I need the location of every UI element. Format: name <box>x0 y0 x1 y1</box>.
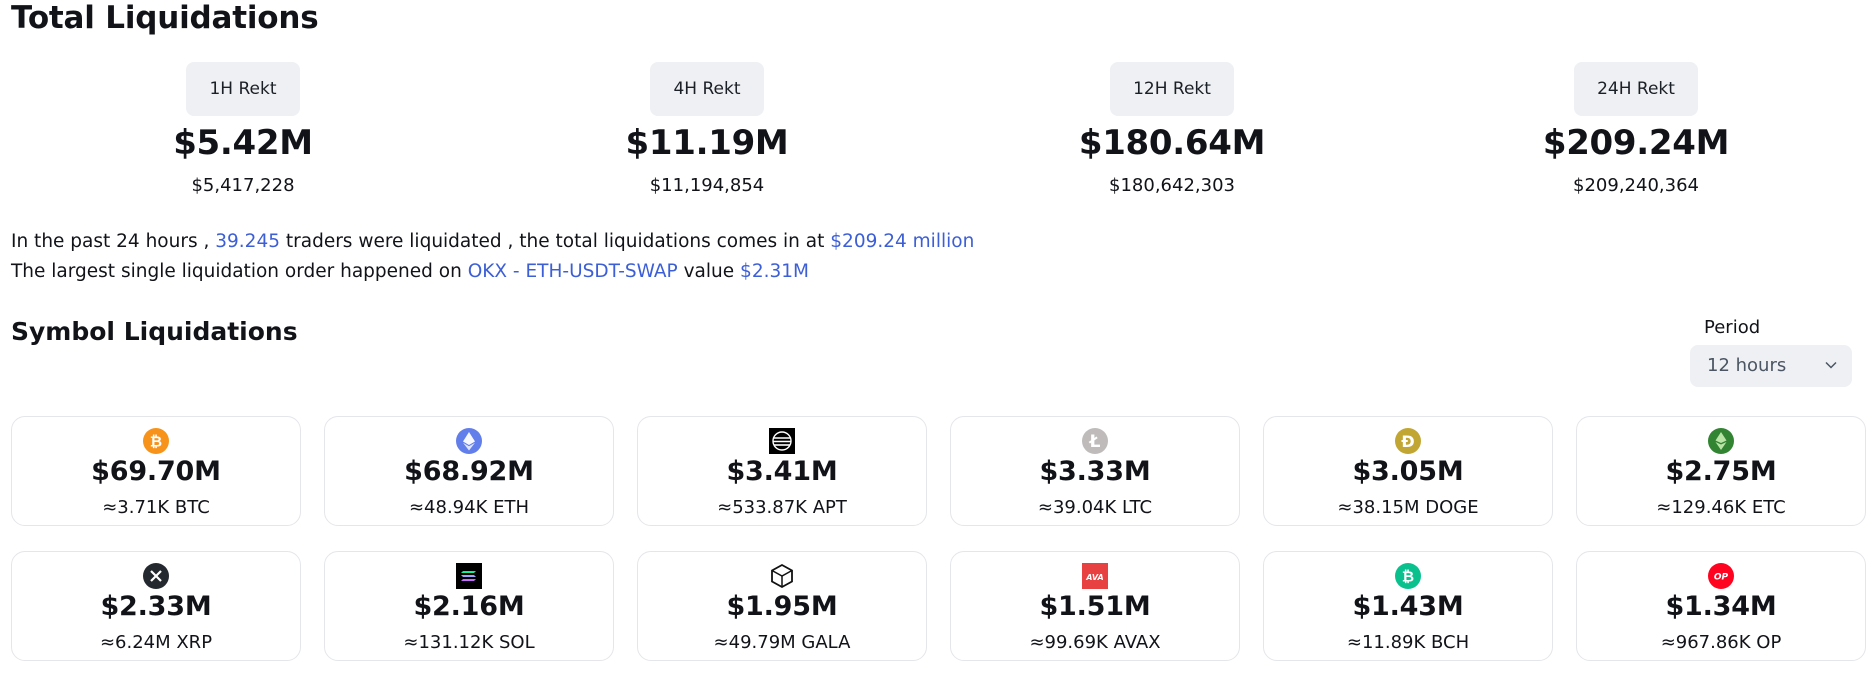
svg-text:Ð: Ð <box>1401 432 1414 451</box>
largest-order-link[interactable]: OKX - ETH-USDT-SWAP <box>467 261 678 282</box>
symbol-quantity: ≈129.46K ETC <box>1656 497 1786 518</box>
symbol-card[interactable]: Ł $3.33M ≈39.04K LTC <box>950 416 1240 526</box>
rekt-24h-exact: $209,240,364 <box>1573 175 1699 196</box>
summary-line-2: The largest single liquidation order hap… <box>11 257 974 287</box>
section-title: Symbol Liquidations <box>11 317 298 346</box>
rekt-1h-value: $5.42M <box>173 123 313 163</box>
symbol-quantity: ≈99.69K AVAX <box>1029 632 1161 653</box>
rekt-12h-exact: $180,642,303 <box>1109 175 1235 196</box>
rekt-24h-tab[interactable]: 24H Rekt <box>1574 62 1698 116</box>
symbol-card[interactable]: ₿ $69.70M ≈3.71K BTC <box>11 416 301 526</box>
page-title: Total Liquidations <box>11 0 319 36</box>
eth-icon <box>456 428 482 454</box>
btc-icon: ₿ <box>143 428 169 454</box>
svg-text:Ł: Ł <box>1089 432 1101 452</box>
period-value: 12 hours <box>1707 355 1787 376</box>
symbol-amount: $1.95M <box>726 591 838 622</box>
svg-text:OP: OP <box>1714 573 1729 583</box>
bch-icon: ₿ <box>1395 563 1421 589</box>
symbol-amount: $2.75M <box>1665 456 1777 487</box>
symbol-amount: $1.34M <box>1665 591 1777 622</box>
summary-line-1: In the past 24 hours , 39.245 traders we… <box>11 227 974 257</box>
apt-icon <box>769 428 795 454</box>
doge-icon: Ð <box>1395 428 1421 454</box>
symbol-amount: $3.05M <box>1352 456 1464 487</box>
summary-text: value <box>683 261 735 282</box>
rekt-24h-value: $209.24M <box>1542 123 1730 163</box>
symbol-quantity: ≈3.71K BTC <box>102 497 210 518</box>
symbol-quantity: ≈6.24M XRP <box>99 632 213 653</box>
rekt-1h: 1H Rekt $5.42M $5,417,228 <box>93 62 393 196</box>
symbol-quantity: ≈38.15M DOGE <box>1337 497 1479 518</box>
rekt-1h-exact: $5,417,228 <box>191 175 295 196</box>
symbol-quantity: ≈131.12K SOL <box>403 632 535 653</box>
symbol-quantity: ≈533.87K APT <box>717 497 847 518</box>
symbol-card[interactable]: Ð $3.05M ≈38.15M DOGE <box>1263 416 1553 526</box>
symbol-card[interactable]: ₿ $1.43M ≈11.89K BCH <box>1263 551 1553 661</box>
gala-icon <box>769 563 795 589</box>
traders-count: 39.245 <box>215 231 280 252</box>
etc-icon <box>1708 428 1734 454</box>
symbol-card[interactable]: $68.92M ≈48.94K ETH <box>324 416 614 526</box>
symbol-amount: $1.43M <box>1352 591 1464 622</box>
symbol-quantity: ≈967.86K OP <box>1660 632 1782 653</box>
symbol-quantity: ≈11.89K BCH <box>1346 632 1470 653</box>
chevron-down-icon <box>1825 361 1837 369</box>
symbol-amount: $2.16M <box>413 591 525 622</box>
xrp-icon <box>143 563 169 589</box>
liquidation-summary: In the past 24 hours , 39.245 traders we… <box>11 227 974 287</box>
rekt-4h-tab[interactable]: 4H Rekt <box>650 62 764 116</box>
op-icon: OP <box>1708 563 1734 589</box>
symbol-card[interactable]: AVA $1.51M ≈99.69K AVAX <box>950 551 1240 661</box>
symbol-quantity: ≈48.94K ETH <box>408 497 530 518</box>
rekt-4h-exact: $11,194,854 <box>649 175 765 196</box>
symbol-card[interactable]: $2.33M ≈6.24M XRP <box>11 551 301 661</box>
symbol-card[interactable]: $3.41M ≈533.87K APT <box>637 416 927 526</box>
period-label: Period <box>1704 317 1761 338</box>
rekt-24h: 24H Rekt $209.24M $209,240,364 <box>1486 62 1786 196</box>
total-liquidations: $209.24 million <box>830 231 975 252</box>
largest-order-value: $2.31M <box>740 261 809 282</box>
symbol-card[interactable]: $1.95M ≈49.79M GALA <box>637 551 927 661</box>
rekt-4h: 4H Rekt $11.19M $11,194,854 <box>557 62 857 196</box>
symbol-amount: $3.33M <box>1039 456 1151 487</box>
symbol-quantity: ≈39.04K LTC <box>1037 497 1153 518</box>
summary-text: traders were liquidated , the total liqu… <box>285 231 825 252</box>
summary-text: The largest single liquidation order hap… <box>11 261 462 282</box>
rekt-12h: 12H Rekt $180.64M $180,642,303 <box>1022 62 1322 196</box>
svg-text:₿: ₿ <box>1402 568 1414 586</box>
symbol-quantity: ≈49.79M GALA <box>713 632 851 653</box>
svg-text:AVA: AVA <box>1085 573 1104 582</box>
svg-text:₿: ₿ <box>150 433 162 451</box>
symbol-card[interactable]: $2.75M ≈129.46K ETC <box>1576 416 1866 526</box>
symbol-card[interactable]: $2.16M ≈131.12K SOL <box>324 551 614 661</box>
avax-icon: AVA <box>1082 563 1108 589</box>
symbol-amount: $69.70M <box>91 456 221 487</box>
period-select[interactable]: 12 hours <box>1690 345 1852 387</box>
sol-icon <box>456 563 482 589</box>
symbol-amount: $1.51M <box>1039 591 1151 622</box>
rekt-12h-value: $180.64M <box>1078 123 1266 163</box>
rekt-1h-tab[interactable]: 1H Rekt <box>186 62 300 116</box>
symbol-amount: $3.41M <box>726 456 838 487</box>
ltc-icon: Ł <box>1082 428 1108 454</box>
symbol-amount: $68.92M <box>404 456 534 487</box>
symbol-amount: $2.33M <box>100 591 212 622</box>
rekt-4h-value: $11.19M <box>625 123 789 163</box>
symbol-card[interactable]: OP $1.34M ≈967.86K OP <box>1576 551 1866 661</box>
summary-text: In the past 24 hours , <box>11 231 210 252</box>
rekt-12h-tab[interactable]: 12H Rekt <box>1110 62 1234 116</box>
